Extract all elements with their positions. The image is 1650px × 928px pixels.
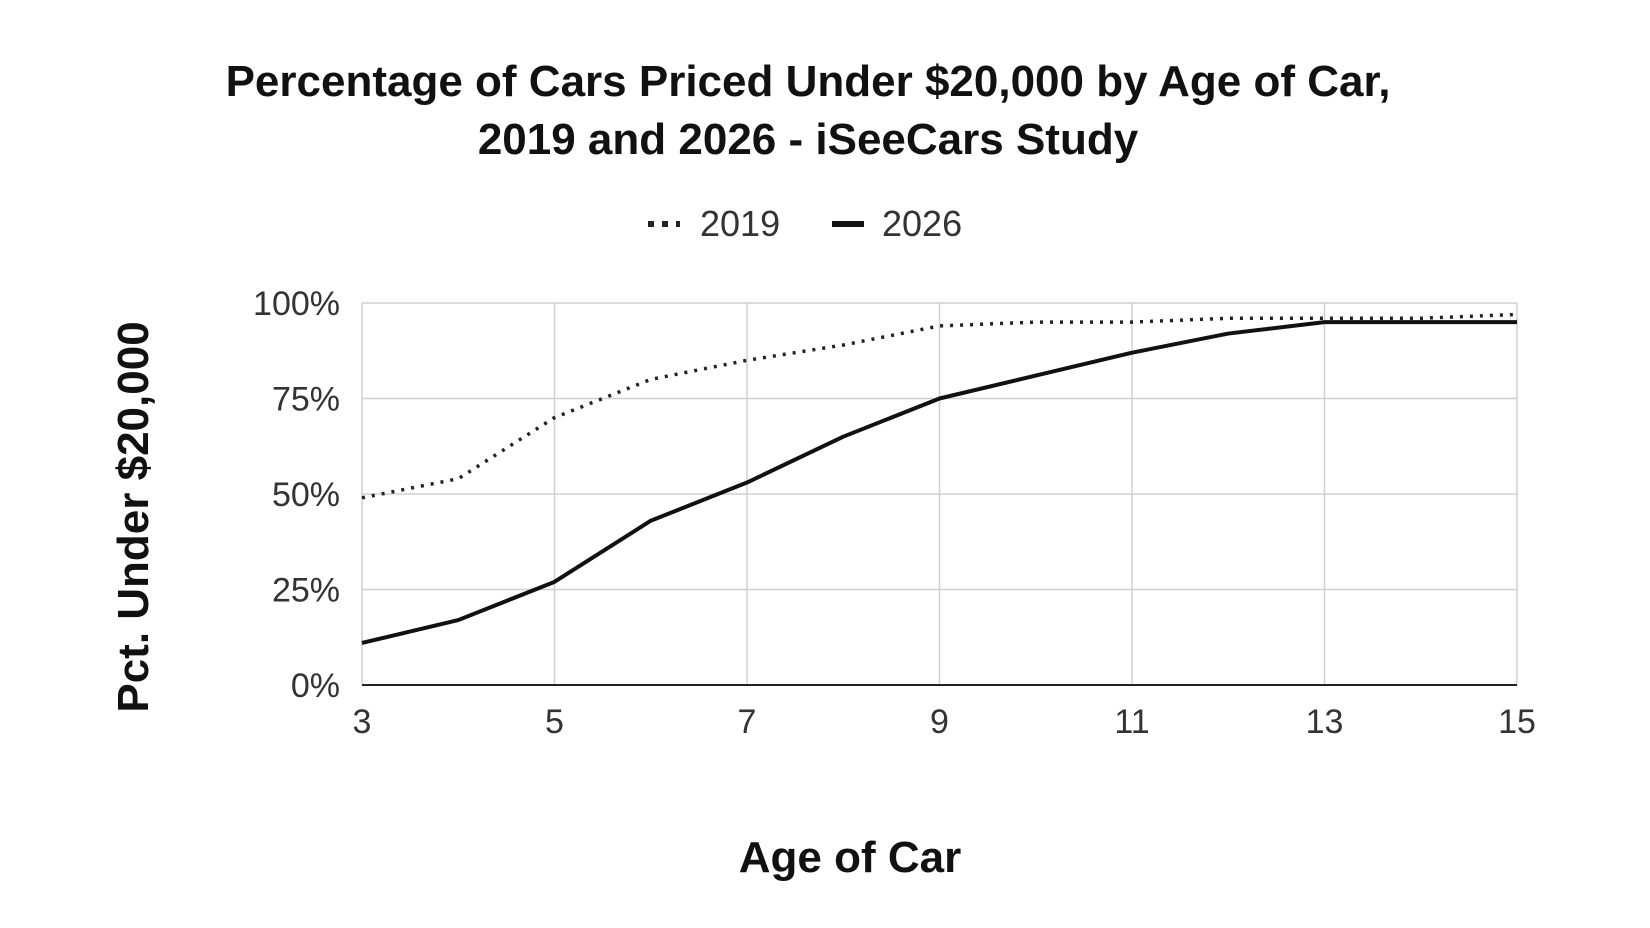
legend: 2019 2026	[648, 203, 962, 244]
x-axis-title: Age of Car	[739, 833, 961, 882]
chart-title: Percentage of Cars Priced Under $20,000 …	[226, 57, 1391, 164]
y-tick-label: 0%	[291, 667, 340, 705]
x-tick-label: 11	[1114, 703, 1149, 741]
x-tick-label: 7	[738, 703, 757, 741]
legend-label-2019: 2019	[700, 203, 780, 244]
legend-item-2019: 2019	[648, 203, 780, 244]
x-tick-label: 5	[545, 703, 564, 741]
x-tick-label: 15	[1498, 703, 1536, 741]
chart-title-line-1: Percentage of Cars Priced Under $20,000 …	[226, 57, 1391, 106]
x-tick-label: 3	[353, 703, 372, 741]
y-tick-label: 75%	[272, 381, 340, 419]
y-tick-labels: 0% 25% 50% 75% 100%	[253, 285, 340, 705]
chart-title-line-2: 2019 and 2026 - iSeeCars Study	[478, 115, 1139, 164]
legend-item-2026: 2026	[832, 203, 962, 244]
x-tick-labels: 3 5 7 9 11 13 15	[353, 703, 1536, 741]
y-tick-label: 100%	[253, 285, 340, 323]
y-tick-label: 50%	[272, 476, 340, 514]
legend-label-2026: 2026	[882, 203, 962, 244]
x-tick-label: 9	[930, 703, 949, 741]
x-tick-label: 13	[1306, 703, 1344, 741]
y-tick-label: 25%	[272, 572, 340, 610]
y-axis-title: Pct. Under $20,000	[109, 321, 158, 712]
gridlines	[361, 302, 1518, 686]
series-lines	[361, 312, 1518, 645]
